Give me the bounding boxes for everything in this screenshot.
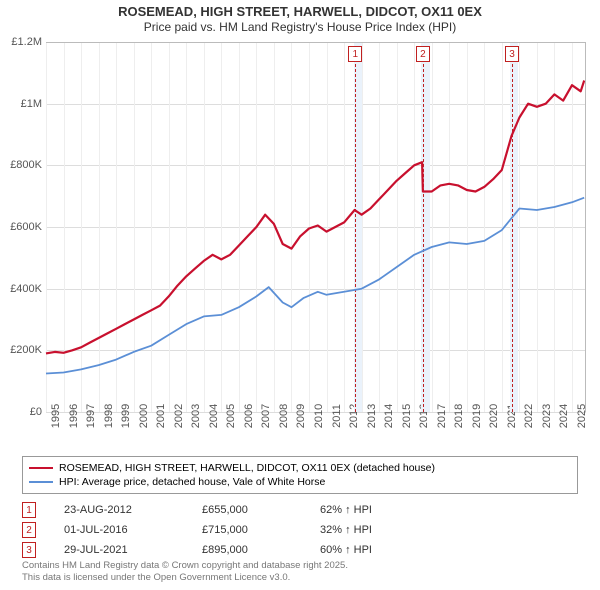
event-row-2: 2 01-JUL-2016 £715,000 32% ↑ HPI <box>22 520 410 540</box>
event-price-3: £895,000 <box>202 544 292 556</box>
legend-row-1: ROSEMEAD, HIGH STREET, HARWELL, DIDCOT, … <box>29 461 571 475</box>
legend-swatch-2 <box>29 481 53 483</box>
y-tick-label: £1M <box>2 98 42 110</box>
event-num-1: 1 <box>22 502 36 518</box>
event-num-2: 2 <box>22 522 36 538</box>
legend-label-2: HPI: Average price, detached house, Vale… <box>59 476 325 488</box>
chart-border <box>46 42 586 412</box>
y-tick-label: £200K <box>2 344 42 356</box>
legend-label-1: ROSEMEAD, HIGH STREET, HARWELL, DIDCOT, … <box>59 462 435 474</box>
events-table: 1 23-AUG-2012 £655,000 62% ↑ HPI 2 01-JU… <box>22 500 410 560</box>
event-date-1: 23-AUG-2012 <box>64 504 174 516</box>
event-pct-2: 32% ↑ HPI <box>320 524 410 536</box>
footer-line1: Contains HM Land Registry data © Crown c… <box>22 560 348 572</box>
legend-swatch-1 <box>29 467 53 469</box>
chart-container: ROSEMEAD, HIGH STREET, HARWELL, DIDCOT, … <box>0 0 600 590</box>
event-num-3: 3 <box>22 542 36 558</box>
y-tick-label: £600K <box>2 221 42 233</box>
event-price-1: £655,000 <box>202 504 292 516</box>
legend: ROSEMEAD, HIGH STREET, HARWELL, DIDCOT, … <box>22 456 578 494</box>
y-tick-label: £400K <box>2 283 42 295</box>
y-tick-label: £1.2M <box>2 36 42 48</box>
event-price-2: £715,000 <box>202 524 292 536</box>
event-row-3: 3 29-JUL-2021 £895,000 60% ↑ HPI <box>22 540 410 560</box>
title-line2: Price paid vs. HM Land Registry's House … <box>0 20 600 34</box>
legend-row-2: HPI: Average price, detached house, Vale… <box>29 475 571 489</box>
event-pct-1: 62% ↑ HPI <box>320 504 410 516</box>
event-row-1: 1 23-AUG-2012 £655,000 62% ↑ HPI <box>22 500 410 520</box>
event-pct-3: 60% ↑ HPI <box>320 544 410 556</box>
event-date-3: 29-JUL-2021 <box>64 544 174 556</box>
title-block: ROSEMEAD, HIGH STREET, HARWELL, DIDCOT, … <box>0 0 600 36</box>
footer-line2: This data is licensed under the Open Gov… <box>22 572 348 584</box>
footer: Contains HM Land Registry data © Crown c… <box>22 560 348 584</box>
event-date-2: 01-JUL-2016 <box>64 524 174 536</box>
title-line1: ROSEMEAD, HIGH STREET, HARWELL, DIDCOT, … <box>0 4 600 19</box>
y-tick-label: £800K <box>2 159 42 171</box>
y-tick-label: £0 <box>2 406 42 418</box>
